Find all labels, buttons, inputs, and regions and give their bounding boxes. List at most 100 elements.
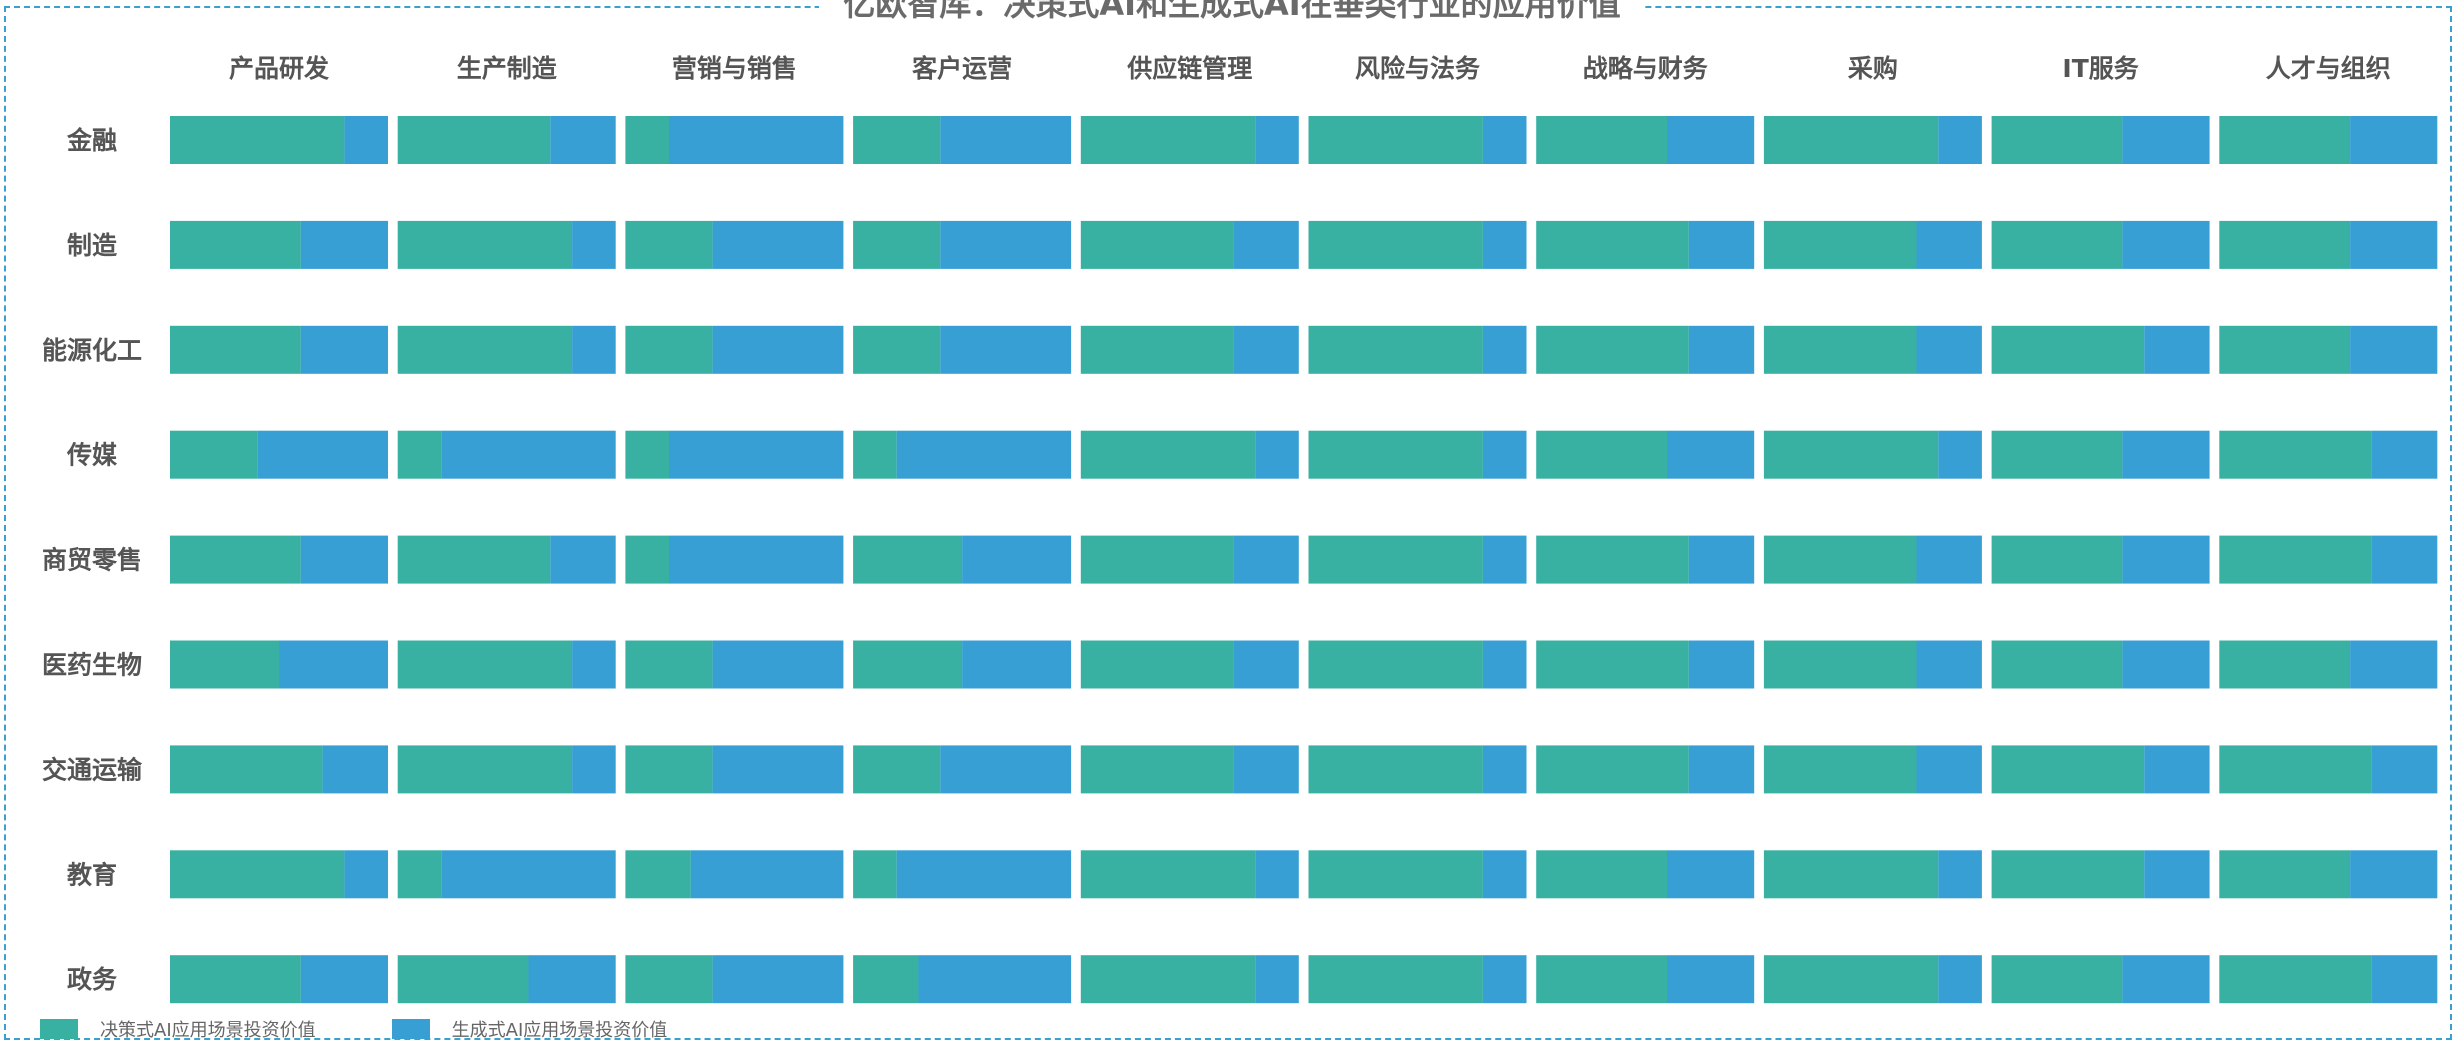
bar-decision bbox=[1763, 640, 1917, 689]
bar-decision bbox=[170, 325, 301, 374]
bar-generative bbox=[2350, 325, 2438, 374]
bar-decision bbox=[2219, 220, 2351, 269]
bar-decision bbox=[1536, 430, 1667, 479]
bar-decision bbox=[853, 430, 897, 479]
bar-decision bbox=[170, 220, 301, 269]
bar-decision bbox=[397, 116, 551, 164]
bar-decision bbox=[1991, 850, 2145, 899]
bar-decision bbox=[397, 535, 551, 584]
bar-decision bbox=[170, 850, 345, 899]
bar-generative bbox=[572, 220, 616, 269]
bar-generative bbox=[712, 955, 844, 1004]
bar-decision bbox=[2219, 745, 2372, 794]
bar-generative bbox=[712, 640, 844, 689]
bar-decision bbox=[1763, 430, 1939, 479]
bar-generative bbox=[940, 220, 1072, 269]
column-label: 供应链管理 bbox=[1126, 54, 1252, 83]
bar-generative bbox=[300, 955, 388, 1004]
bar-generative bbox=[1916, 745, 1982, 794]
bar-decision bbox=[625, 430, 669, 479]
bar-generative bbox=[712, 745, 844, 794]
bar-decision bbox=[1991, 955, 2123, 1004]
bar-generative bbox=[669, 430, 844, 479]
bar-decision bbox=[1536, 640, 1689, 689]
bar-generative bbox=[1233, 220, 1299, 269]
bar-decision bbox=[170, 955, 301, 1004]
bar-decision bbox=[397, 220, 573, 269]
bar-generative bbox=[2371, 430, 2438, 479]
bar-generative bbox=[2144, 325, 2210, 374]
bar-decision bbox=[853, 116, 941, 164]
bar-generative bbox=[1688, 745, 1755, 794]
bar-decision bbox=[397, 745, 573, 794]
bar-decision bbox=[1991, 535, 2123, 584]
bar-generative bbox=[528, 955, 616, 1004]
bar-generative bbox=[344, 116, 388, 164]
bar-decision bbox=[1080, 220, 1234, 269]
bar-decision bbox=[1080, 325, 1234, 374]
bar-generative bbox=[1916, 640, 1982, 689]
bar-generative bbox=[572, 745, 616, 794]
legend-label-generative: 生成式AI应用场景投资价值 bbox=[451, 1020, 668, 1041]
bar-decision bbox=[1991, 640, 2123, 689]
row-label: 商贸零售 bbox=[42, 546, 142, 575]
bar-decision bbox=[170, 430, 258, 479]
bar-generative bbox=[940, 116, 1072, 164]
bar-generative bbox=[1233, 325, 1299, 374]
bar-generative bbox=[441, 850, 616, 899]
bar-generative bbox=[1667, 430, 1755, 479]
bar-generative bbox=[1255, 116, 1299, 164]
bar-decision bbox=[1308, 640, 1483, 689]
column-label: 营销与销售 bbox=[672, 54, 797, 83]
bar-decision bbox=[1080, 116, 1256, 164]
row-label: 金融 bbox=[66, 126, 117, 155]
bar-generative bbox=[712, 325, 844, 374]
bar-generative bbox=[1255, 850, 1299, 899]
bar-generative bbox=[1916, 535, 1982, 584]
bar-generative bbox=[2122, 220, 2210, 269]
bar-generative bbox=[2371, 745, 2438, 794]
row-label: 制造 bbox=[67, 231, 117, 260]
bar-decision bbox=[853, 955, 919, 1004]
bar-decision bbox=[1763, 220, 1917, 269]
row-label: 政务 bbox=[67, 965, 117, 994]
chart-title: 亿欧智库：决策式AI和生成式AI在垂类行业的应用价值 bbox=[819, 0, 1645, 26]
legend: 决策式AI应用场景投资价值 生成式AI应用场景投资价值 bbox=[40, 1016, 743, 1042]
bar-decision bbox=[625, 640, 713, 689]
bar-decision bbox=[170, 116, 345, 164]
bar-generative bbox=[1482, 220, 1527, 269]
bar-generative bbox=[1255, 955, 1299, 1004]
column-label: 生产制造 bbox=[457, 54, 557, 83]
bar-generative bbox=[1233, 745, 1299, 794]
legend-item-decision: 决策式AI应用场景投资价值 bbox=[40, 1016, 316, 1042]
bar-generative bbox=[550, 116, 616, 164]
bar-generative bbox=[344, 850, 388, 899]
bar-decision bbox=[397, 325, 573, 374]
bar-decision bbox=[1991, 745, 2145, 794]
bar-decision bbox=[1763, 955, 1939, 1004]
bar-generative bbox=[1482, 325, 1527, 374]
bar-decision bbox=[625, 535, 669, 584]
bar-decision bbox=[2219, 116, 2351, 164]
bar-generative bbox=[1482, 850, 1527, 899]
bar-decision bbox=[1308, 535, 1483, 584]
bar-decision bbox=[625, 850, 691, 899]
bar-generative bbox=[2122, 955, 2210, 1004]
bar-generative bbox=[1667, 955, 1755, 1004]
bar-decision bbox=[170, 745, 323, 794]
bar-decision bbox=[397, 640, 573, 689]
bar-decision bbox=[397, 850, 442, 899]
bar-decision bbox=[1991, 220, 2123, 269]
bar-decision bbox=[625, 955, 713, 1004]
bar-decision bbox=[1080, 535, 1234, 584]
bar-decision bbox=[2219, 955, 2372, 1004]
bar-decision bbox=[1080, 640, 1234, 689]
bar-generative bbox=[1916, 325, 1982, 374]
bar-decision bbox=[1763, 116, 1939, 164]
bar-decision bbox=[1536, 745, 1689, 794]
legend-swatch-generative bbox=[391, 1019, 430, 1039]
bar-decision bbox=[1536, 325, 1689, 374]
bar-generative bbox=[940, 325, 1072, 374]
bar-decision bbox=[1536, 220, 1689, 269]
